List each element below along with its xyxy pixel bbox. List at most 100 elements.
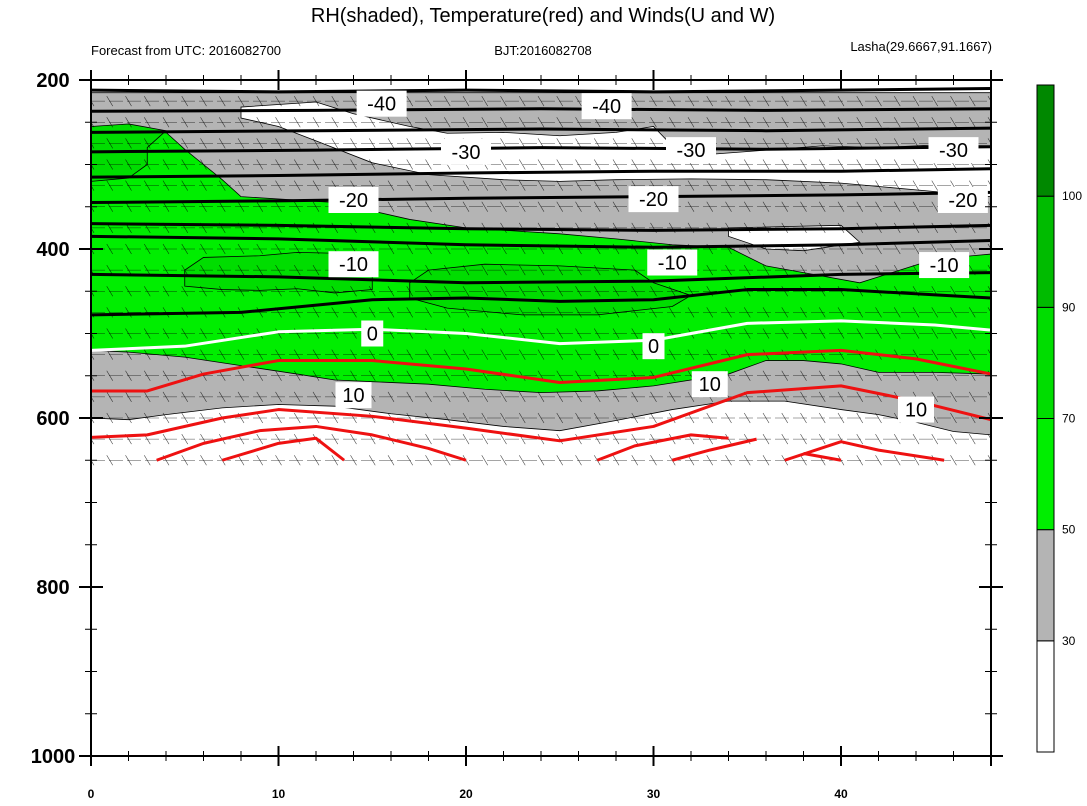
wind-barb-0-34 (725, 95, 732, 107)
wind-barb-7-11 (293, 243, 301, 255)
wind-barb-8-27 (593, 264, 601, 276)
wind-barb-1-7 (218, 117, 226, 128)
wind-barb-14-37 (781, 391, 789, 403)
wind-barb-4-33 (706, 180, 714, 191)
wind-barb-10-25 (556, 307, 564, 318)
wind-barb-17-42 (875, 455, 882, 466)
wind-barb-3-11 (293, 159, 301, 170)
wind-barb-8-48 (987, 264, 991, 271)
wind-barb-14-31 (668, 391, 676, 403)
wind-barb-9-31 (668, 286, 676, 297)
wind-barb-14-7 (218, 391, 226, 403)
contour-label-0: -40 (367, 94, 396, 116)
wind-barb-17-11 (293, 455, 301, 466)
x-tick-label-4: 40 (834, 787, 848, 801)
wind-barb-4-26 (575, 180, 582, 191)
wind-barb-16-21 (481, 433, 489, 445)
wind-barb-13-25 (556, 370, 564, 381)
wind-barb-9-9 (256, 286, 264, 297)
wind-barb-3-43 (893, 159, 901, 170)
wind-barb-2-16 (387, 138, 395, 149)
wind-barb-2-1 (106, 138, 114, 149)
wind-barb-16-37 (781, 433, 789, 445)
wind-barb-1-44 (912, 117, 920, 128)
x-tick-label-0: 0 (88, 787, 95, 801)
wind-barb-15-5 (181, 412, 189, 424)
wind-barb-12-7 (218, 349, 226, 360)
wind-barb-11-23 (518, 328, 526, 339)
wind-barb-15-42 (875, 412, 882, 424)
wind-barb-5-18 (425, 201, 432, 212)
contour-label-box-7 (937, 186, 988, 213)
wind-barb-7-8 (237, 243, 245, 255)
wind-barb-5-48 (987, 201, 991, 208)
y-tick-label-1: 400 (36, 239, 69, 261)
wind-barb-3-39 (818, 159, 826, 170)
wind-barb-4-19 (443, 180, 451, 191)
wind-barb-5-39 (818, 201, 826, 212)
wind-barb-11-3 (143, 328, 151, 339)
wind-barb-17-6 (200, 455, 207, 466)
wind-barb-9-1 (106, 286, 114, 297)
wind-barb-0-20 (462, 95, 470, 107)
wind-barb-6-35 (743, 222, 751, 234)
wind-barb-13-6 (200, 370, 207, 381)
wind-barb-17-34 (725, 455, 732, 466)
wind-barb-13-20 (462, 370, 470, 381)
wind-barb-3-9 (256, 159, 264, 170)
wind-barb-7-1 (106, 243, 114, 255)
wind-barb-5-38 (800, 201, 807, 212)
wind-barb-0-12 (312, 95, 320, 107)
wind-barb-5-41 (856, 201, 864, 212)
contour-label-box-5 (328, 186, 379, 213)
wind-barb-15-24 (537, 412, 545, 424)
wind-barb-13-4 (162, 370, 170, 381)
wind-barb-17-0 (91, 459, 95, 466)
wind-barb-0-48 (987, 95, 991, 102)
wind-barb-7-0 (91, 248, 95, 255)
x-tick-label-2: 20 (459, 787, 473, 801)
wind-barb-4-22 (500, 180, 507, 191)
wind-barb-9-48 (987, 286, 991, 292)
temp-contour-10 (91, 319, 991, 352)
wind-barb-2-11 (293, 138, 301, 149)
contour-label-6: -20 (639, 189, 668, 211)
contour-label-8: -10 (339, 254, 368, 276)
wind-barb-5-8 (237, 201, 245, 212)
wind-barb-16-36 (762, 433, 770, 445)
wind-barb-3-8 (237, 159, 245, 170)
wind-barb-1-24 (537, 117, 545, 128)
wind-barb-0-29 (631, 95, 639, 107)
wind-barb-16-0 (91, 438, 95, 445)
temp-contour-11 (91, 348, 991, 393)
wind-barb-2-0 (91, 142, 95, 149)
wind-barb-17-8 (237, 455, 245, 466)
wind-barb-5-43 (893, 201, 901, 212)
wind-barb-9-3 (143, 286, 151, 297)
colorbar-box-0 (1036, 640, 1055, 753)
wind-barb-13-3 (143, 370, 151, 381)
wind-barb-12-20 (462, 349, 470, 360)
wind-barb-3-23 (518, 159, 526, 170)
wind-barb-2-40 (837, 138, 845, 149)
wind-barb-3-26 (575, 159, 582, 170)
wind-barb-3-27 (593, 159, 601, 170)
wind-barb-8-6 (200, 264, 207, 276)
wind-barb-2-29 (631, 138, 639, 149)
wind-barb-8-33 (706, 264, 714, 276)
wind-barb-3-38 (800, 159, 807, 170)
wind-barb-1-41 (856, 117, 864, 128)
wind-barb-16-5 (181, 433, 189, 445)
wind-barb-13-36 (762, 370, 770, 381)
wind-barb-3-12 (312, 159, 320, 170)
wind-barb-3-28 (612, 159, 620, 170)
wind-barb-4-42 (875, 180, 882, 191)
wind-barb-15-19 (443, 412, 451, 424)
wind-barb-14-22 (500, 391, 507, 403)
wind-barb-3-44 (912, 159, 920, 170)
wind-barb-11-29 (631, 328, 639, 339)
colorbar: 30 50 70 90 100 (1036, 84, 1082, 753)
wind-barb-0-38 (800, 95, 807, 107)
wind-barb-3-30 (650, 159, 657, 170)
